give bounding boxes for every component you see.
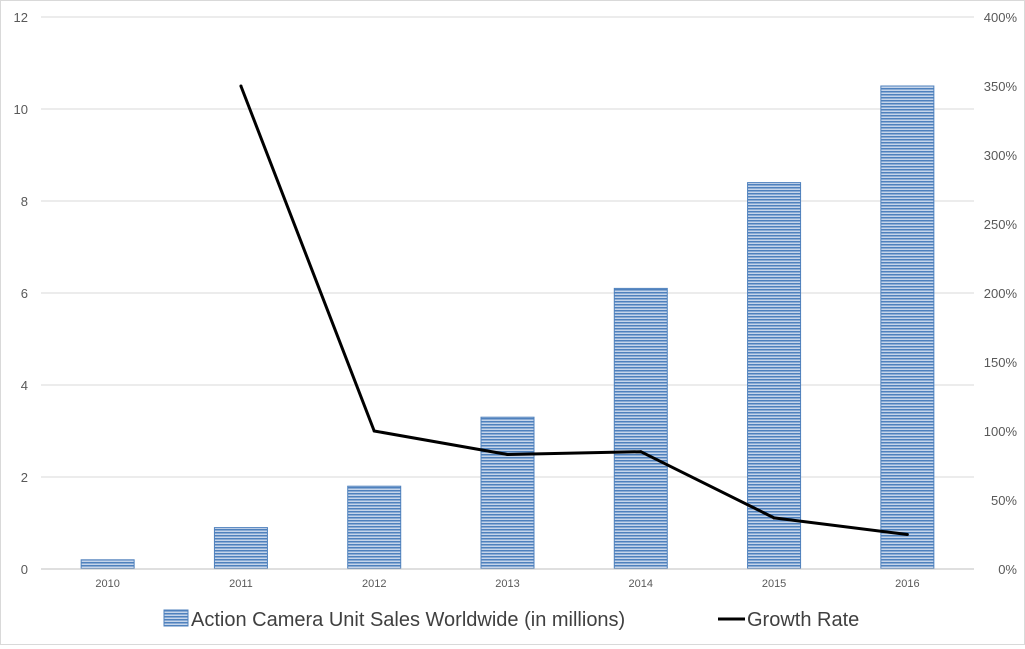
y-left-tick-label: 6 — [21, 286, 28, 301]
x-axis-ticks: 2010 2011 2012 2013 2014 2015 2016 — [95, 578, 919, 590]
x-tick-label: 2011 — [229, 578, 253, 590]
x-tick-label: 2010 — [95, 578, 119, 590]
y-right-tick-label: 50% — [991, 493, 1017, 508]
x-tick-label: 2016 — [895, 578, 919, 590]
legend: Action Camera Unit Sales Worldwide (in m… — [163, 609, 859, 631]
bar-2016 — [880, 85, 935, 570]
y-right-tick-label: 0% — [998, 562, 1017, 577]
bar-2010 — [80, 559, 135, 570]
bar-2014 — [613, 287, 668, 570]
growth-rate-line — [239, 85, 908, 536]
growth-rate-point-2012 — [372, 429, 376, 433]
y-left-tick-label: 10 — [14, 102, 28, 117]
y-right-tick-label: 350% — [984, 79, 1018, 94]
y-right-tick-label: 300% — [984, 148, 1018, 163]
x-tick-label: 2013 — [495, 578, 519, 590]
legend-label-line-series: Growth Rate — [747, 609, 859, 631]
x-tick-label: 2015 — [762, 578, 786, 590]
x-tick-label: 2014 — [629, 578, 653, 590]
y-left-tick-label: 8 — [21, 194, 28, 209]
bar-2013 — [480, 416, 535, 570]
y-left-tick-label: 0 — [21, 562, 28, 577]
y-axis-right-ticks: 0% 50% 100% 150% 200% 250% 300% 350% 400% — [984, 10, 1018, 577]
y-left-tick-label: 4 — [21, 378, 28, 393]
legend-swatch-bar-series — [163, 609, 189, 627]
y-left-tick-label: 2 — [21, 470, 28, 485]
growth-rate-point-2014 — [639, 450, 643, 454]
growth-rate-point-2011 — [239, 84, 243, 88]
y-axis-left-ticks: 0 2 4 6 8 10 12 — [14, 10, 28, 577]
gridlines — [41, 16, 974, 478]
bar-series — [80, 85, 935, 570]
bar-2011 — [213, 527, 268, 570]
y-right-tick-label: 200% — [984, 286, 1018, 301]
growth-rate-point-2013 — [506, 452, 509, 456]
growth-rate-point-2016 — [905, 533, 909, 536]
y-right-tick-label: 100% — [984, 424, 1018, 439]
x-tick-label: 2012 — [362, 578, 386, 590]
bar-2012 — [347, 485, 402, 570]
legend-label-bar-series: Action Camera Unit Sales Worldwide (in m… — [191, 609, 625, 631]
y-right-tick-label: 150% — [984, 355, 1018, 370]
line-series — [239, 84, 909, 536]
y-right-tick-label: 250% — [984, 217, 1018, 232]
y-left-tick-label: 12 — [14, 10, 28, 25]
bar-2015 — [747, 182, 802, 570]
y-right-tick-label: 400% — [984, 10, 1018, 25]
growth-rate-point-2015 — [772, 516, 776, 520]
